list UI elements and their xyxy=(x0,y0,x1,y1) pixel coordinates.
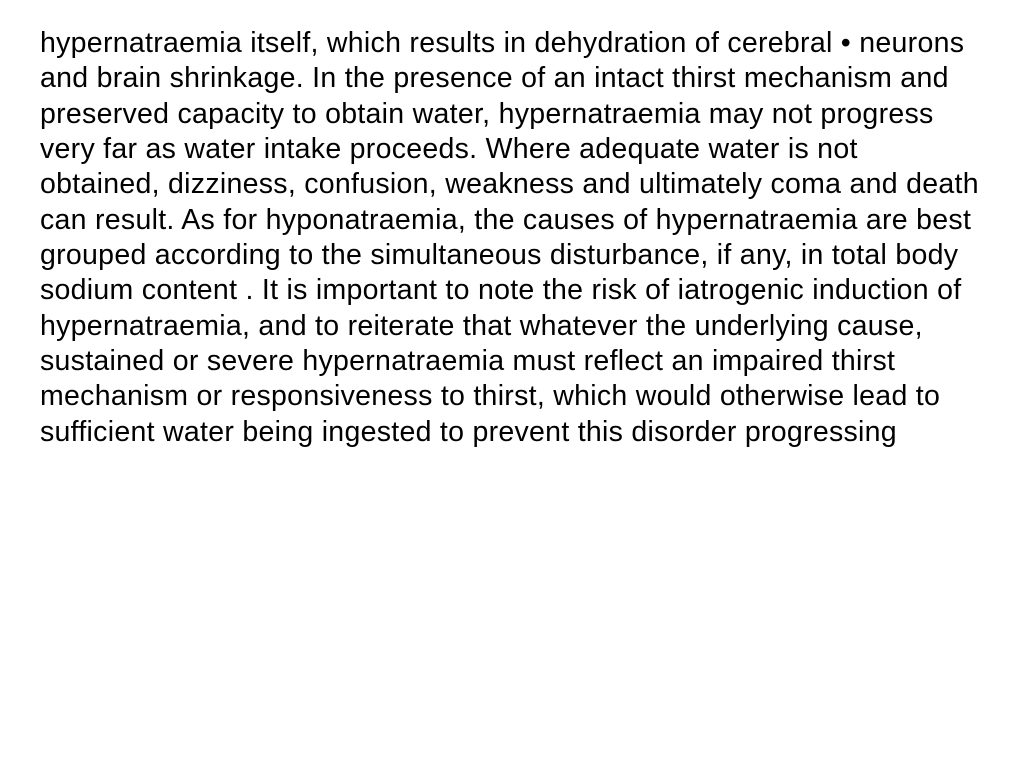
slide-body-text: hypernatraemia itself, which results in … xyxy=(40,26,984,450)
slide-page: hypernatraemia itself, which results in … xyxy=(0,0,1024,768)
